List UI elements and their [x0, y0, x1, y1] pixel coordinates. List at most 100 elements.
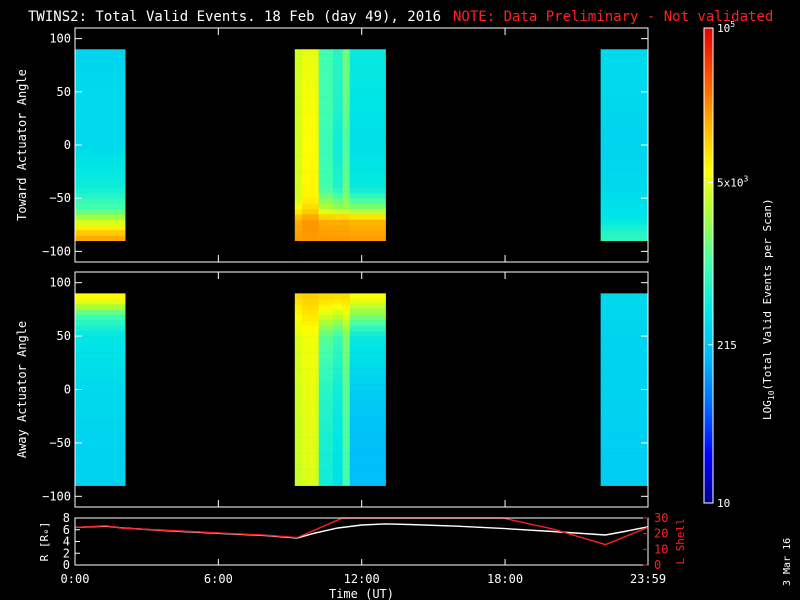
- heatmap-cell: [600, 224, 649, 231]
- colorbar-gradient: [703, 27, 714, 504]
- heatmap-cell: [294, 166, 303, 172]
- heatmap-cell: [333, 155, 343, 162]
- heatmap-cell: [318, 416, 334, 422]
- heatmap-cell: [75, 134, 126, 140]
- heatmap-cell: [294, 330, 303, 337]
- heatmap-cell: [294, 182, 303, 188]
- heatmap-cell: [75, 400, 126, 406]
- heatmap-cell: [342, 81, 351, 87]
- heatmap-cell: [342, 219, 351, 226]
- heatmap-cell: [301, 150, 319, 156]
- heatmap-cell: [600, 187, 649, 194]
- heatmap-cell: [349, 102, 386, 109]
- heatmap-cell: [75, 70, 126, 77]
- heatmap-cell: [600, 118, 649, 125]
- heatmap-cell: [342, 378, 351, 385]
- heatmap-cell: [318, 86, 334, 93]
- heatmap-cell: [333, 346, 343, 353]
- heatmap-cell: [294, 368, 303, 374]
- heatmap-cell: [342, 145, 351, 151]
- heatmap-cell: [333, 134, 343, 140]
- heatmap-cell: [301, 421, 319, 428]
- heatmap-cell: [318, 81, 334, 87]
- heatmap-cell: [342, 176, 351, 183]
- heatmap-cell: [342, 91, 351, 98]
- heatmap-cell: [294, 453, 303, 460]
- heatmap-cell: [349, 448, 386, 454]
- heatmap-cell: [600, 432, 649, 438]
- heatmap-cell: [318, 432, 334, 438]
- heatmap-cell: [333, 352, 343, 358]
- heatmap-cell: [75, 49, 126, 55]
- heatmap-cell: [600, 426, 649, 433]
- heatmap-cell: [318, 341, 334, 348]
- heatmap-cell: [318, 150, 334, 156]
- heatmap-cell: [333, 81, 343, 87]
- colorbar-tick-exponent: 5: [730, 20, 735, 29]
- heatmap-cell: [333, 166, 343, 172]
- x-axis-label: Time (UT): [329, 587, 394, 600]
- heatmap-cell: [301, 139, 319, 146]
- heatmap-cell: [349, 357, 386, 364]
- heatmap-cell: [75, 293, 126, 300]
- heatmap-cell: [342, 171, 351, 178]
- heatmap-cell: [342, 474, 351, 481]
- heatmap-cell: [318, 139, 334, 146]
- heatmap-cell: [301, 166, 319, 172]
- heatmap-cell: [294, 176, 303, 183]
- heatmap-cell: [318, 298, 334, 305]
- colorbar-label-sub: 10: [767, 390, 776, 400]
- heatmap-cell: [342, 75, 351, 82]
- data-segment: [600, 293, 649, 486]
- heatmap-cell: [333, 129, 343, 135]
- heatmap-cell: [600, 437, 649, 444]
- heatmap-cell: [294, 464, 303, 470]
- heatmap-cell: [294, 320, 303, 326]
- heatmap-cell: [600, 214, 649, 220]
- heatmap-cell: [342, 421, 351, 428]
- heatmap-cell: [294, 118, 303, 125]
- heatmap-cell: [301, 107, 319, 114]
- heatmap-cell: [349, 155, 386, 162]
- heatmap-cell: [75, 187, 126, 194]
- heatmap-cell: [318, 102, 334, 109]
- heatmap-cell: [333, 416, 343, 422]
- heatmap-cell: [301, 113, 319, 119]
- x-tick-label: 6:00: [204, 572, 233, 586]
- heatmap-cell: [318, 330, 334, 337]
- heatmap-cell: [342, 309, 351, 316]
- heatmap-cell: [342, 224, 351, 231]
- heatmap-cell: [600, 203, 649, 210]
- heatmap-cell: [342, 330, 351, 337]
- heatmap-cell: [294, 134, 303, 140]
- heatmap-cell: [294, 314, 303, 321]
- heatmap-cell: [294, 203, 303, 210]
- heatmap-cell: [301, 426, 319, 433]
- heatmap-cell: [600, 373, 649, 380]
- heatmap-cell: [349, 118, 386, 125]
- heatmap-cell: [301, 81, 319, 87]
- x-tick-label: 12:00: [344, 572, 380, 586]
- heatmap-cell: [318, 198, 334, 204]
- heatmap-cell: [301, 304, 319, 310]
- date-stamp: 3 Mar 16: [782, 538, 793, 586]
- heatmap-cell: [349, 81, 386, 87]
- heatmap-cell: [318, 208, 334, 215]
- heatmap-cell: [318, 480, 334, 486]
- heatmap-cell: [318, 373, 334, 380]
- heatmap-cell: [301, 65, 319, 71]
- heatmap-cell: [294, 75, 303, 82]
- heatmap-cell: [318, 176, 334, 183]
- heatmap-cell: [600, 91, 649, 98]
- heatmap-cell: [342, 65, 351, 71]
- heatmap-cell: [349, 54, 386, 61]
- heatmap-cell: [301, 224, 319, 231]
- heatmap-cell: [349, 389, 386, 396]
- heatmap-cell: [301, 214, 319, 220]
- heatmap-cell: [349, 298, 386, 305]
- heatmap-cell: [333, 70, 343, 77]
- heatmap-cell: [75, 123, 126, 130]
- heatmap-cell: [333, 59, 343, 66]
- data-segment: [294, 293, 386, 486]
- heatmap-cell: [333, 304, 343, 310]
